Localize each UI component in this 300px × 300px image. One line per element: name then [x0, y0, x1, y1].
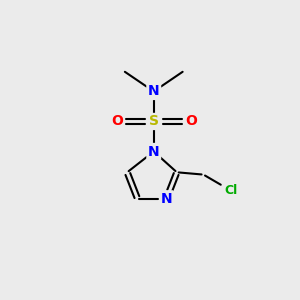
Text: N: N	[148, 84, 160, 98]
Text: O: O	[185, 115, 197, 128]
Text: N: N	[160, 192, 172, 206]
Text: O: O	[111, 115, 123, 128]
Text: Cl: Cl	[224, 184, 238, 197]
Text: N: N	[148, 145, 160, 158]
Text: S: S	[149, 115, 159, 128]
